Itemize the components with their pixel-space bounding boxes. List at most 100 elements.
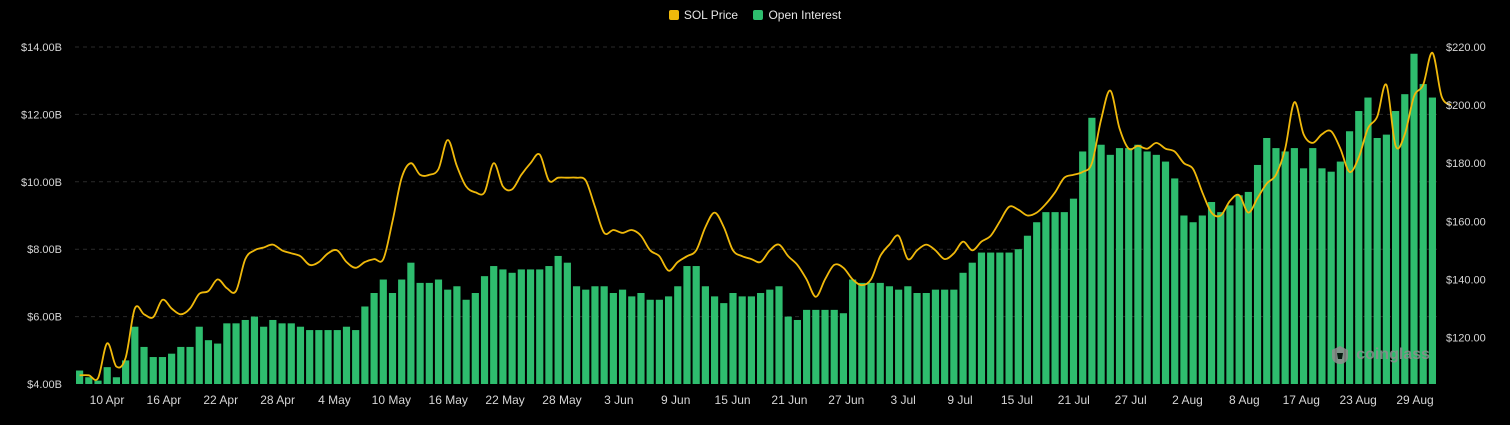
oi-bar (278, 323, 286, 384)
oi-bar (517, 269, 525, 384)
oi-bar (1143, 151, 1151, 384)
oi-bar (747, 296, 755, 384)
x-tick-label: 17 Aug (1283, 393, 1320, 407)
x-tick-label: 16 May (429, 393, 468, 407)
oi-bar (158, 357, 167, 384)
oi-bar (618, 289, 627, 384)
oi-bar (545, 266, 553, 384)
x-tick-label: 15 Jun (715, 393, 751, 407)
oi-bar (76, 370, 84, 384)
oi-bar (895, 289, 903, 384)
legend: SOL Price Open Interest (0, 8, 1510, 23)
sol-price-line (79, 51, 1452, 381)
x-tick-label: 27 Jun (828, 393, 864, 407)
x-tick-label: 22 Apr (203, 393, 238, 407)
oi-bar (536, 269, 544, 384)
oi-bar (572, 286, 581, 384)
oi-bar (1042, 212, 1050, 384)
oi-bar (738, 296, 746, 384)
price-swatch (668, 10, 679, 20)
oi-bar (655, 299, 663, 384)
sol-price-line-group (79, 51, 1452, 381)
oi-bar (1014, 249, 1022, 384)
oi-bar (591, 286, 599, 384)
left-tick-label: $6.00B (27, 312, 62, 324)
oi-bar (480, 276, 489, 384)
legend-item-oi[interactable]: Open Interest (753, 8, 841, 22)
oi-bar (1134, 144, 1142, 384)
oi-bar (1069, 198, 1078, 384)
oi-bar (701, 286, 709, 384)
oi-bar (1410, 53, 1418, 385)
oi-bar (1281, 151, 1289, 384)
oi-bar (306, 330, 314, 384)
oi-bar (1217, 212, 1225, 384)
oi-bar (1115, 148, 1124, 384)
oi-bar (922, 293, 930, 384)
left-axis: $4.00B $6.00B $8.00B $10.00B $12.00B $14.00B (21, 42, 62, 391)
oi-bar (1060, 212, 1068, 384)
coinglass-logo-icon (1332, 346, 1349, 364)
oi-bar (1226, 205, 1234, 384)
oi-bar (453, 286, 461, 384)
oi-bar (793, 319, 802, 384)
oi-bar (232, 323, 240, 384)
right-tick-label: $180.00 (1446, 158, 1486, 170)
right-tick-label: $220.00 (1446, 42, 1486, 54)
oi-bar (1401, 94, 1409, 385)
oi-bar (600, 286, 608, 384)
legend-price-label: SOL Price (683, 8, 739, 22)
oi-bar (692, 266, 700, 384)
oi-bar (646, 299, 654, 384)
oi-bar (1253, 164, 1262, 384)
oi-bar (103, 367, 111, 384)
oi-bar (1079, 151, 1087, 384)
oi-bar (996, 252, 1004, 384)
oi-bar (1272, 148, 1280, 384)
oi-bar (1125, 148, 1133, 384)
oi-bar (674, 286, 682, 384)
oi-bar (204, 340, 213, 384)
oi-bar (195, 326, 203, 384)
oi-bar (1106, 154, 1114, 384)
oi-bar (168, 353, 176, 384)
oi-bar (140, 346, 148, 384)
x-tick-label: 29 Aug (1396, 393, 1433, 407)
oi-bar (1023, 235, 1032, 384)
oi-bar (85, 377, 93, 384)
oi-bar (849, 279, 857, 384)
oi-bar (1345, 131, 1354, 384)
oi-bar (112, 377, 121, 384)
oi-bar (250, 316, 259, 384)
oi-bar (1382, 134, 1390, 384)
oi-bar (214, 343, 222, 384)
oi-bar (1327, 171, 1335, 384)
oi-bar (342, 326, 351, 384)
oi-bar (416, 282, 424, 384)
left-tick-label: $14.00B (21, 42, 62, 54)
oi-bar (913, 293, 921, 384)
oi-bar (563, 262, 571, 384)
oi-bar (352, 330, 360, 384)
oi-bar (122, 360, 130, 384)
oi-bar (784, 316, 792, 384)
oi-bar (1364, 97, 1372, 385)
oi-bar (1355, 111, 1363, 384)
oi-bar (186, 346, 194, 384)
x-tick-label: 23 Aug (1339, 393, 1376, 407)
x-tick-label: 28 Apr (260, 393, 295, 407)
oi-bar (1198, 215, 1206, 384)
oi-bar (1033, 222, 1041, 384)
oi-bar (766, 289, 774, 384)
oi-bar (554, 255, 562, 384)
oi-bar (720, 303, 728, 384)
oi-bar (821, 309, 829, 384)
oi-bar (1051, 212, 1059, 384)
oi-bar (839, 313, 848, 384)
legend-item-price[interactable]: SOL Price (668, 8, 739, 22)
x-tick-label: 21 Jun (771, 393, 807, 407)
left-tick-label: $4.00B (27, 379, 62, 391)
oi-bar (867, 282, 875, 384)
oi-bar (1207, 202, 1216, 384)
oi-bar (729, 293, 737, 384)
